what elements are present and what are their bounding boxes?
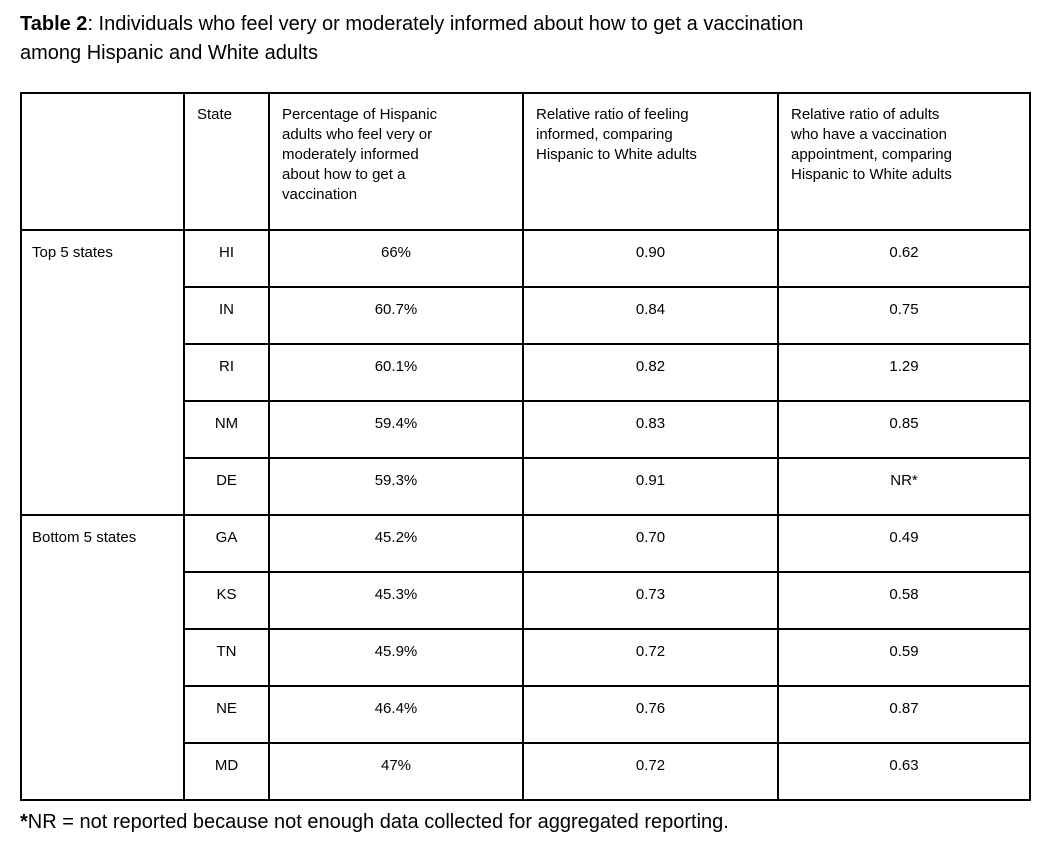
- header-percentage-informed-label: Percentage of Hispanic adults who feel v…: [282, 106, 438, 203]
- percentage-cell: 60.7%: [268, 286, 524, 345]
- percentage-cell: 45.2%: [268, 514, 524, 573]
- table-row: MD 47% 0.72 0.63: [21, 742, 1031, 801]
- state-cell: TN: [183, 628, 270, 687]
- header-percentage-informed: Percentage of Hispanic adults who feel v…: [268, 92, 524, 231]
- header-group-empty: [20, 92, 185, 231]
- table-row: Bottom 5 states GA 45.2% 0.70 0.49: [20, 514, 1031, 801]
- table-row: KS 45.3% 0.73 0.58: [21, 571, 1031, 630]
- table-row: NM 59.4% 0.83 0.85: [21, 400, 1031, 459]
- table-caption-text: : Individuals who feel very or moderatel…: [20, 13, 804, 64]
- table-row: TN 45.9% 0.72 0.59: [21, 628, 1031, 687]
- ratio-informed-cell: 0.83: [522, 400, 779, 459]
- table-row: IN 60.7% 0.84 0.75: [21, 286, 1031, 345]
- ratio-appointment-cell: 0.58: [777, 571, 1031, 630]
- table-caption-number: Table 2: [20, 13, 88, 35]
- percentage-cell: 59.3%: [268, 457, 524, 516]
- header-ratio-informed: Relative ratio of feeling informed, comp…: [522, 92, 779, 231]
- ratio-informed-cell: 0.73: [522, 571, 779, 630]
- state-cell: HI: [183, 229, 270, 288]
- state-cell: DE: [183, 457, 270, 516]
- header-row: State Percentage of Hispanic adults who …: [20, 92, 1031, 231]
- ratio-informed-cell: 0.82: [522, 343, 779, 402]
- percentage-cell: 66%: [268, 229, 524, 288]
- ratio-appointment-cell: 0.62: [777, 229, 1031, 288]
- header-ratio-appointment: Relative ratio of adults who have a vacc…: [777, 92, 1031, 231]
- percentage-cell: 46.4%: [268, 685, 524, 744]
- ratio-informed-cell: 0.90: [522, 229, 779, 288]
- state-cell: MD: [183, 742, 270, 801]
- table-caption: Table 2: Individuals who feel very or mo…: [20, 10, 840, 68]
- table-row: NE 46.4% 0.76 0.87: [21, 685, 1031, 744]
- footnote-text: NR = not reported because not enough dat…: [27, 811, 729, 833]
- ratio-appointment-cell: 0.75: [777, 286, 1031, 345]
- state-cell: NE: [183, 685, 270, 744]
- ratio-appointment-cell: 0.59: [777, 628, 1031, 687]
- ratio-appointment-cell: 0.63: [777, 742, 1031, 801]
- ratio-informed-cell: 0.91: [522, 457, 779, 516]
- state-cell: RI: [183, 343, 270, 402]
- ratio-informed-cell: 0.72: [522, 742, 779, 801]
- percentage-cell: 45.3%: [268, 571, 524, 630]
- ratio-appointment-cell: 0.49: [777, 514, 1031, 573]
- header-ratio-appointment-label: Relative ratio of adults who have a vacc…: [791, 106, 952, 183]
- ratio-appointment-cell: 1.29: [777, 343, 1031, 402]
- footnote: *NR = not reported because not enough da…: [20, 809, 1043, 836]
- group-label-bottom-5-states: Bottom 5 states: [20, 514, 185, 801]
- ratio-informed-cell: 0.70: [522, 514, 779, 573]
- vaccination-info-table: State Percentage of Hispanic adults who …: [20, 92, 1031, 801]
- percentage-cell: 59.4%: [268, 400, 524, 459]
- table-row: Top 5 states HI 66% 0.90 0.62: [20, 229, 1031, 516]
- footnote-marker: *: [20, 811, 28, 833]
- document-page: Table 2: Individuals who feel very or mo…: [20, 10, 1043, 836]
- table-row: DE 59.3% 0.91 NR*: [21, 457, 1031, 516]
- ratio-informed-cell: 0.76: [522, 685, 779, 744]
- ratio-appointment-cell: 0.87: [777, 685, 1031, 744]
- ratio-appointment-cell: NR*: [777, 457, 1031, 516]
- state-cell: IN: [183, 286, 270, 345]
- header-state-label: State: [197, 106, 233, 123]
- percentage-cell: 47%: [268, 742, 524, 801]
- state-cell: NM: [183, 400, 270, 459]
- group-label-top-5-states: Top 5 states: [20, 229, 185, 516]
- header-ratio-informed-label: Relative ratio of feeling informed, comp…: [536, 106, 697, 163]
- ratio-informed-cell: 0.72: [522, 628, 779, 687]
- percentage-cell: 60.1%: [268, 343, 524, 402]
- state-cell: GA: [183, 514, 270, 573]
- ratio-appointment-cell: 0.85: [777, 400, 1031, 459]
- state-cell: KS: [183, 571, 270, 630]
- header-state: State: [183, 92, 270, 231]
- percentage-cell: 45.9%: [268, 628, 524, 687]
- table-row: RI 60.1% 0.82 1.29: [21, 343, 1031, 402]
- ratio-informed-cell: 0.84: [522, 286, 779, 345]
